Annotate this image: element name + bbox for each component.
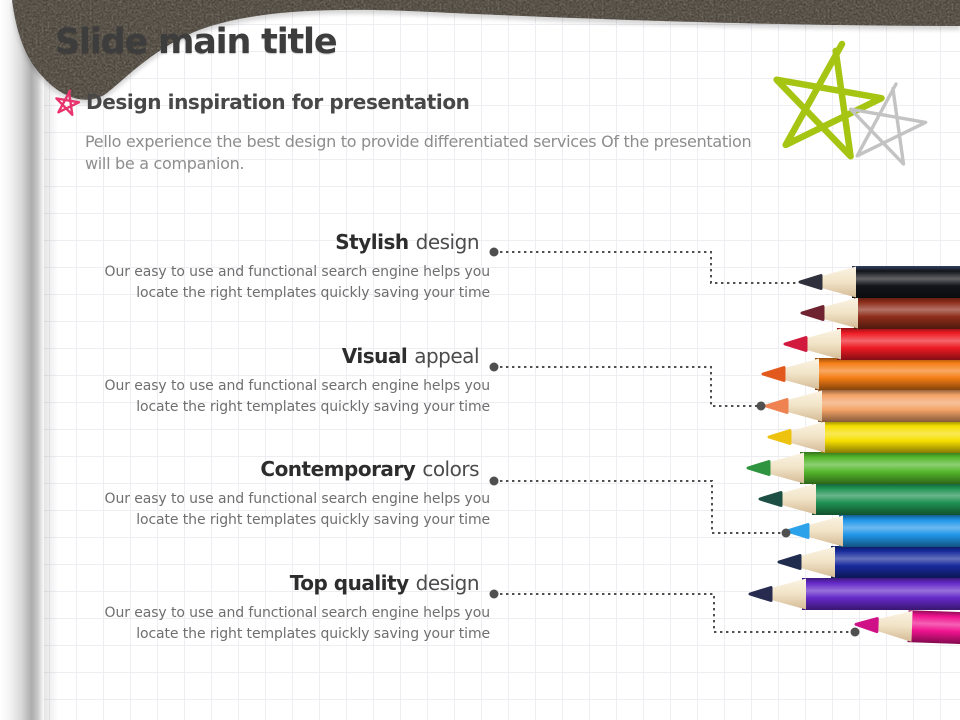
slide-title: Slide main title bbox=[55, 22, 338, 62]
connector-stylish bbox=[494, 251, 799, 284]
connector-dots bbox=[489, 247, 860, 637]
feature-heading-emphasis: Contemporary bbox=[260, 457, 416, 481]
feature-body-line: Our easy to use and functional search en… bbox=[104, 378, 491, 394]
feature-body-line: Our easy to use and functional search en… bbox=[104, 264, 491, 280]
feature-contemporary: Contemporary colors Our easy to use and f… bbox=[60, 457, 491, 531]
pencil-purple bbox=[748, 578, 960, 610]
dotted-connectors bbox=[494, 251, 851, 633]
feature-body-line: locate the right templates quickly savin… bbox=[136, 285, 490, 301]
pencil-navy bbox=[777, 546, 960, 578]
green-star-icon bbox=[773, 40, 885, 160]
star-doodles bbox=[773, 40, 928, 166]
pencil-light-green bbox=[746, 452, 960, 484]
feature-heading-emphasis: Top quality bbox=[289, 571, 409, 595]
connector-visual bbox=[494, 366, 757, 407]
slide-subtitle: Design inspiration for presentation bbox=[86, 90, 470, 114]
feature-heading: Contemporary colors bbox=[60, 457, 490, 481]
intro-line: Pello experience the best design to prov… bbox=[85, 132, 752, 151]
intro-line: will be a companion. bbox=[85, 154, 245, 173]
pencil-black bbox=[798, 266, 960, 298]
feature-heading-emphasis: Visual bbox=[341, 344, 408, 368]
pencil-sky-blue bbox=[785, 515, 960, 547]
colored-pencils bbox=[746, 266, 960, 645]
feature-heading-rest: design bbox=[415, 230, 480, 254]
page-curl-edge bbox=[0, 0, 58, 720]
connector-contemporary bbox=[494, 480, 782, 534]
pencil-magenta bbox=[854, 610, 960, 645]
feature-body-line: locate the right templates quickly savin… bbox=[136, 512, 490, 528]
feature-body: Our easy to use and functional search en… bbox=[60, 603, 491, 645]
feature-heading: Visual appeal bbox=[60, 344, 490, 368]
feature-body-line: locate the right templates quickly savin… bbox=[136, 399, 490, 415]
feature-body-line: Our easy to use and functional search en… bbox=[104, 491, 491, 507]
feature-heading-emphasis: Stylish bbox=[335, 230, 409, 254]
feature-heading: Stylish design bbox=[60, 230, 490, 254]
intro-text: Pello experience the best design to prov… bbox=[85, 131, 752, 175]
feature-body-line: Our easy to use and functional search en… bbox=[104, 605, 491, 621]
pencil-brown bbox=[800, 297, 960, 329]
feature-visual: Visual appeal Our easy to use and functio… bbox=[60, 344, 491, 418]
feature-heading-rest: design bbox=[415, 571, 480, 595]
feature-body: Our easy to use and functional search en… bbox=[60, 376, 491, 418]
feature-stylish: Stylish design Our easy to use and functi… bbox=[60, 230, 491, 304]
pencil-red bbox=[783, 328, 960, 360]
connector-top-quality bbox=[494, 593, 851, 633]
pencil-dark-green bbox=[758, 483, 960, 515]
pencil-peach bbox=[764, 390, 960, 422]
feature-heading-rest: colors bbox=[422, 457, 479, 481]
pencil-yellow bbox=[767, 421, 960, 453]
feature-body: Our easy to use and functional search en… bbox=[60, 262, 491, 304]
feature-body: Our easy to use and functional search en… bbox=[60, 489, 491, 531]
feature-heading-rest: appeal bbox=[414, 344, 479, 368]
pink-star-icon bbox=[55, 89, 81, 116]
feature-top-quality: Top quality design Our easy to use and fu… bbox=[60, 571, 491, 645]
feature-heading: Top quality design bbox=[60, 571, 490, 595]
gray-star-icon bbox=[849, 82, 928, 166]
feature-body-line: locate the right templates quickly savin… bbox=[136, 626, 490, 642]
pencil-orange bbox=[761, 358, 960, 390]
